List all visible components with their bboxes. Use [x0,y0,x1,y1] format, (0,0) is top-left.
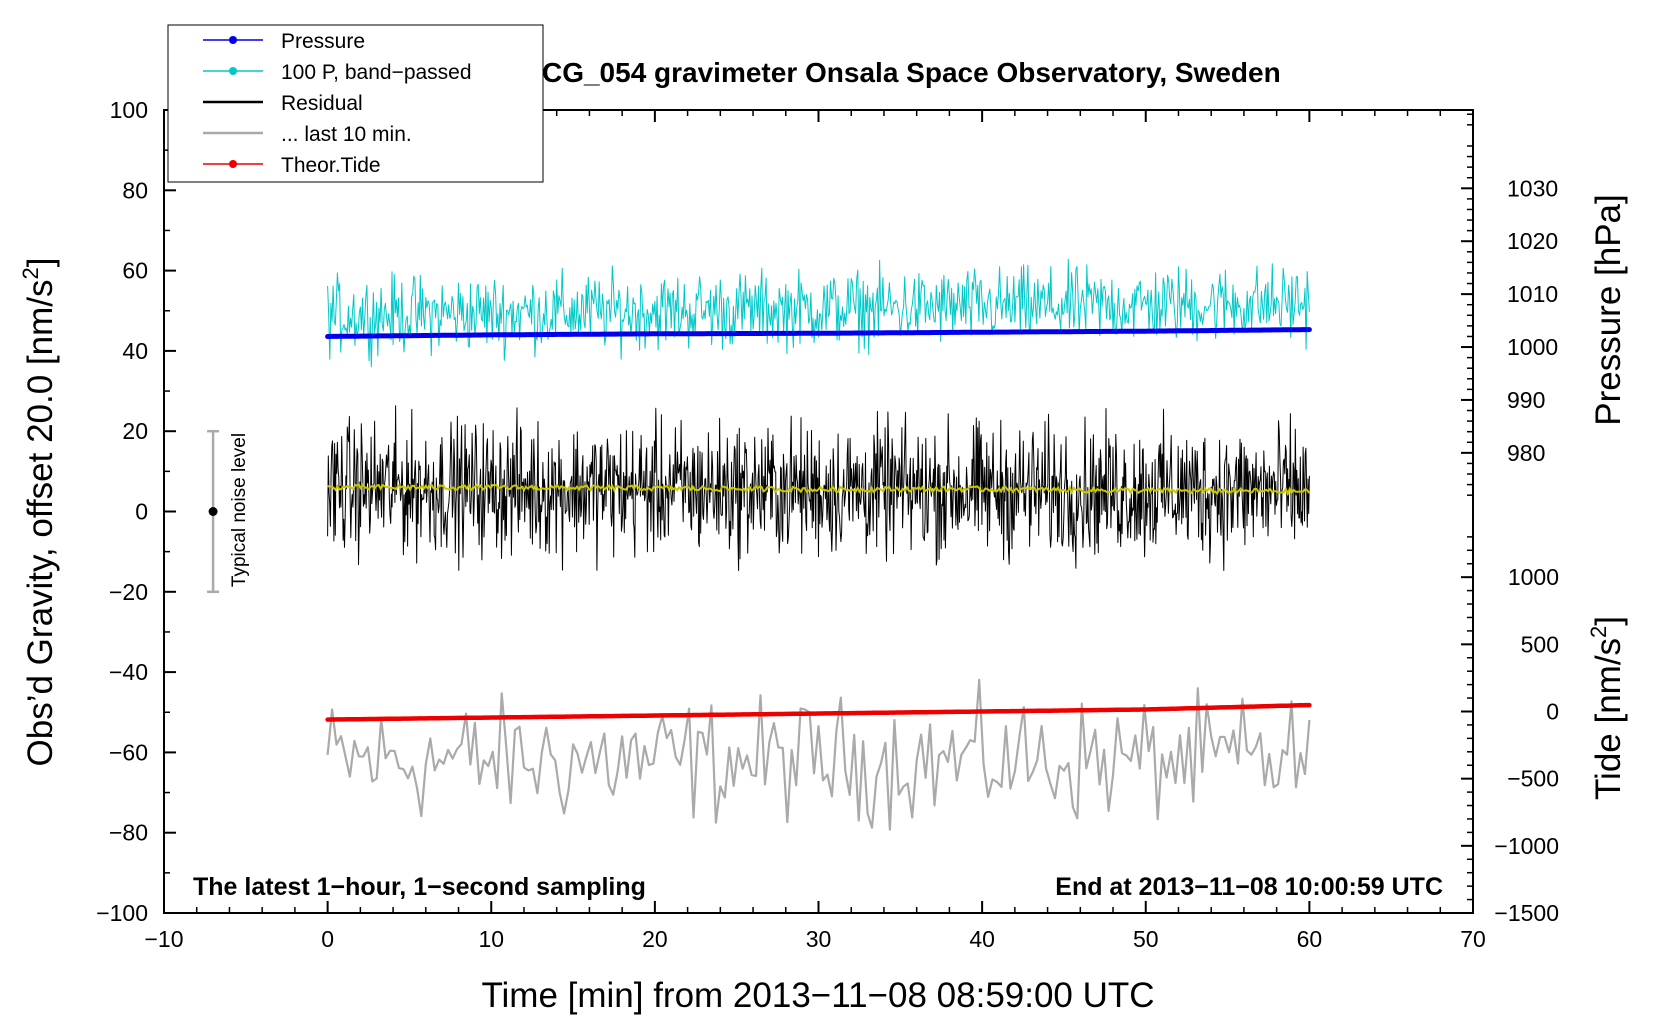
legend-keys [203,36,263,168]
y-tick-label: 40 [122,338,148,364]
y-tick-label: −40 [109,659,148,685]
y-axis-label-left-sup: 2 [18,267,43,279]
y-axis-label-tide: Tide [nm/s2] [1586,616,1628,800]
y-tick-label: −100 [96,900,148,926]
noise-bar-center-dot [208,507,218,516]
x-tick-label: 70 [1460,926,1486,952]
x-tick-label: −10 [144,926,183,952]
series-pressure [325,327,1312,339]
x-tick-label: 50 [1133,926,1159,952]
annotation-right: End at 2013−11−08 10:00:59 UTC [1055,873,1443,901]
y-axis-label-tide-main: Tide [nm/s [1589,638,1628,800]
x-tick-label: 20 [642,926,668,952]
x-tick-label: 30 [806,926,832,952]
x-tick-label: 0 [321,926,334,952]
x-tick-label: 60 [1297,926,1323,952]
pressure-tick-label: 1010 [1507,281,1558,307]
series-residual [327,405,1310,571]
y-tick-label: −20 [109,579,148,605]
y-axis-label-tide-sup: 2 [1586,626,1611,638]
noise-bar-group [207,429,220,594]
chart-title: SCG_054 gravimeter Onsala Space Observat… [523,57,1280,88]
tide-tick-label: 0 [1546,699,1559,725]
tide-tick-label: −500 [1507,766,1559,792]
series-bandpassed-pressure [327,258,1310,368]
series-residual-smoothed [327,482,1311,497]
legend: Pressure 100 P, band−passed Residual ...… [167,24,544,183]
x-tick-label: 40 [969,926,995,952]
legend-item-residual: Residual [281,92,363,115]
y-axis-label-left-close: ] [21,258,60,268]
noise-label: Typical noise level [229,433,250,587]
tick-group: −10 0 10 20 30 40 50 60 70−100−80−60−40−20020406… [96,97,1559,952]
y-tick-label: −60 [109,739,148,765]
annotation-left: The latest 1−hour, 1−second sampling [193,873,646,901]
series-group [325,258,1312,831]
tide-tick-label: 1000 [1508,564,1559,590]
legend-key-marker [229,67,237,75]
tide-tick-label: 500 [1521,631,1559,657]
series-theor-tide [325,702,1312,722]
pressure-tick-label: 1020 [1507,228,1558,254]
y-tick-label: −80 [109,820,148,846]
y-axis-label-pressure: Pressure [hPa] [1589,194,1628,426]
legend-item-tide: Theor.Tide [281,154,381,177]
pressure-tick-label: 1030 [1507,175,1558,201]
legend-item-bandpassed: 100 P, band−passed [281,61,472,84]
x-axis-label: Time [min] from 2013−11−08 08:59:00 UTC [481,976,1154,1015]
y-tick-label: 100 [110,97,148,123]
legend-box [167,24,544,183]
legend-item-pressure: Pressure [281,30,365,53]
legend-item-last10: ... last 10 min. [281,123,412,146]
y-tick-label: 20 [122,418,148,444]
y-axis-label-left-main: Obs’d Gravity, offset 20.0 [nm/s [21,280,60,767]
pressure-tick-label: 1000 [1507,334,1558,360]
y-tick-label: 60 [122,258,148,284]
y-tick-label: 80 [122,177,148,203]
x-tick-label: 10 [478,926,504,952]
pressure-tick-label: 980 [1507,440,1545,466]
tide-tick-label: −1000 [1494,833,1559,859]
series-last-10-min [326,678,1311,831]
y-tick-label: 0 [135,499,148,525]
pressure-tick-label: 990 [1507,387,1545,413]
legend-key-marker [229,160,237,168]
y-axis-label-tide-close: ] [1589,616,1628,626]
tide-tick-label: −1500 [1494,900,1559,926]
y-axis-label-left: Obs’d Gravity, offset 20.0 [nm/s2] [18,258,60,767]
legend-key-marker [229,36,237,44]
